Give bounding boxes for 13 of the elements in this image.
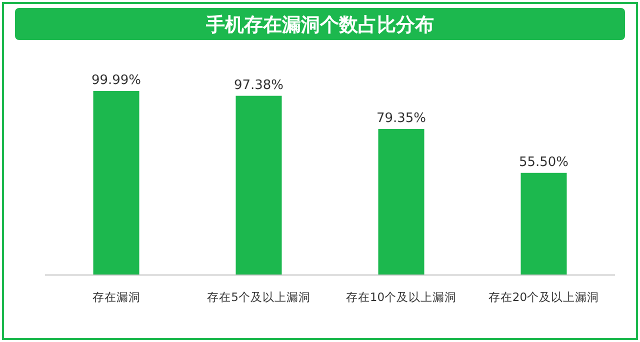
x-tick-label: 存在20个及以上漏洞	[488, 290, 600, 304]
bar	[93, 91, 140, 275]
chart-title: 手机存在漏洞个数占比分布	[205, 14, 434, 36]
x-tick-label: 存在漏洞	[92, 290, 140, 304]
bar	[236, 96, 282, 275]
x-tick-label: 存在10个及以上漏洞	[346, 290, 457, 304]
data-label: 99.99%	[91, 73, 142, 88]
bar	[378, 128, 424, 275]
x-tick-label: 存在5个及以上漏洞	[207, 290, 310, 304]
data-label: 79.35%	[376, 110, 426, 126]
bar	[520, 172, 567, 275]
data-label: 55.50%	[518, 154, 569, 170]
data-label: 97.38%	[234, 78, 284, 93]
